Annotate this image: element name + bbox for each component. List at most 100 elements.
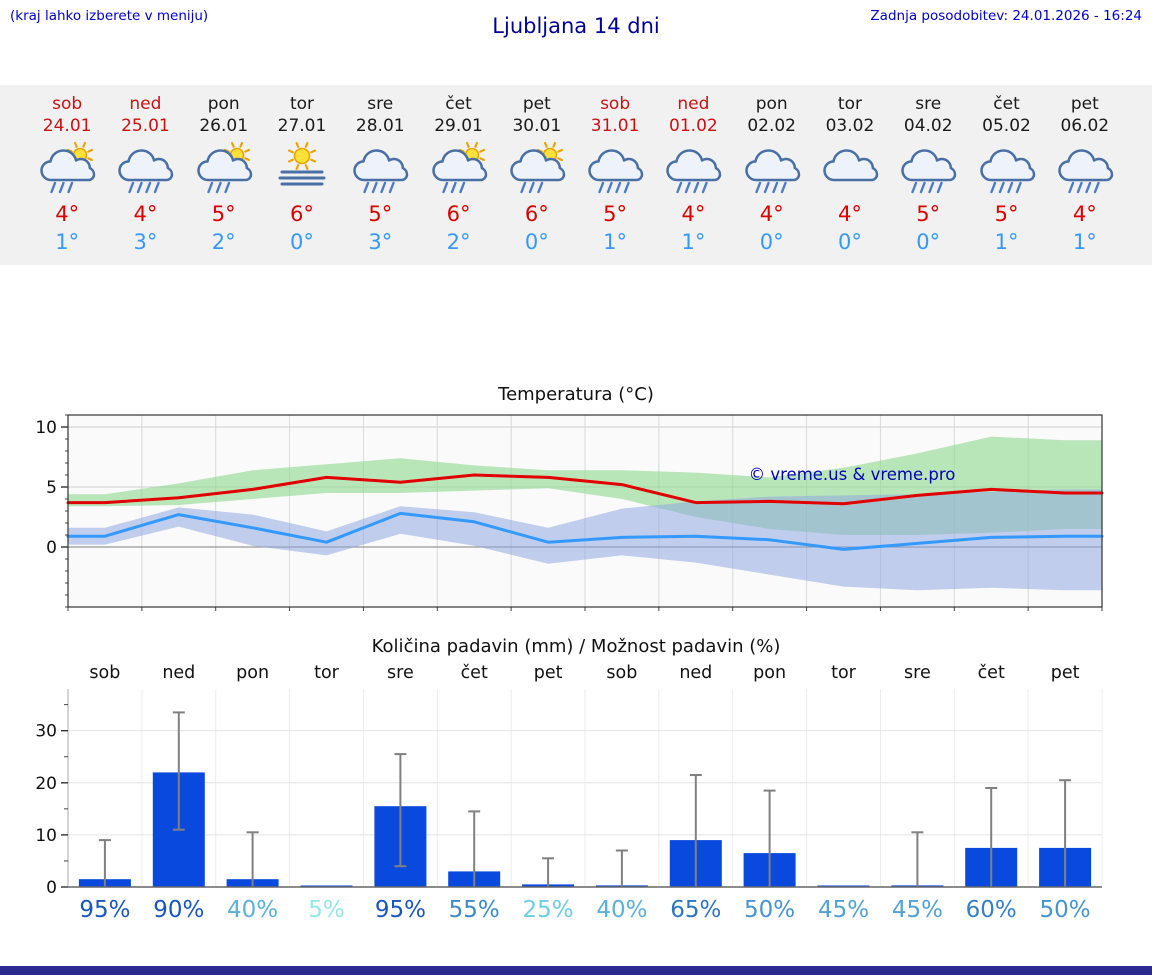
day-column[interactable]: ned 01.02 4° 1° — [654, 93, 732, 265]
precip-probability: 55% — [449, 897, 500, 923]
temp-min: 1° — [55, 230, 80, 254]
day-name: pon — [755, 94, 788, 114]
day-column[interactable]: tor 27.01 6° 0° — [263, 93, 341, 265]
menu-hint[interactable]: (kraj lahko izberete v meniju) — [10, 8, 209, 24]
precipitation-chart: sob ned pon tor sre čet pet sob ned pon tor sre čet p… — [35, 663, 1103, 923]
precip-probability: 90% — [153, 897, 204, 923]
cloud-rain-icon — [733, 138, 811, 198]
precip-day-label: pon — [753, 663, 786, 683]
precip-day-label: ned — [679, 663, 712, 683]
cloud-rain-icon — [106, 138, 184, 198]
day-date: 30.01 — [512, 116, 562, 136]
temp-max: 6° — [290, 202, 314, 226]
day-name: ned — [129, 94, 162, 114]
temp-min: 1° — [603, 230, 628, 254]
temp-max: 4° — [133, 202, 158, 226]
precip-day-label: tor — [314, 663, 340, 683]
temp-min: 2° — [211, 230, 236, 254]
sun-cloud-rain-icon — [185, 138, 263, 198]
day-name: sre — [367, 94, 394, 114]
precip-probability: 25% — [523, 897, 574, 923]
temperature-section: Temperatura (°C) 0 5 10 © vreme.us & vreme.… — [0, 383, 1152, 619]
day-name: ned — [677, 94, 710, 114]
precip-probability: 40% — [596, 897, 647, 923]
cloud-rain-icon — [967, 138, 1045, 198]
temp-max: 6° — [524, 202, 549, 226]
temp-max: 4° — [838, 202, 862, 226]
temp-min: 0° — [524, 230, 549, 254]
day-column[interactable]: tor 03.02 4° 0° — [811, 93, 889, 265]
precipitation-section: Količina padavin (mm) / Možnost padavin … — [0, 635, 1152, 927]
day-column[interactable]: čet 05.02 5° 1° — [967, 93, 1045, 265]
day-column[interactable]: pet 30.01 6° 0° — [498, 93, 576, 265]
day-date: 05.02 — [982, 116, 1031, 136]
precip-ytick-label: 30 — [35, 722, 57, 742]
day-date: 03.02 — [825, 116, 875, 136]
page-title: Ljubljana 14 dni — [492, 14, 660, 38]
day-column[interactable]: sob 31.01 5° 1° — [576, 93, 654, 265]
watermark-link[interactable]: © vreme.us & vreme.pro — [749, 465, 956, 484]
temp-min: 2° — [446, 230, 471, 254]
temp-min: 0° — [759, 230, 784, 254]
day-column[interactable]: pon 26.01 5° 2° — [185, 93, 263, 265]
precip-probability: 95% — [375, 897, 426, 923]
cloud-rain-icon — [341, 138, 419, 198]
precip-day-label: pet — [1051, 663, 1080, 683]
precip-day-label: pet — [534, 663, 563, 683]
precip-probability: 65% — [670, 897, 721, 923]
day-date: 31.01 — [590, 116, 640, 136]
day-column[interactable]: pet 06.02 4° 1° — [1046, 93, 1124, 265]
temp-ytick-label: 10 — [35, 418, 57, 438]
day-date: 02.02 — [747, 116, 796, 136]
temp-max: 4° — [55, 202, 80, 226]
day-date: 01.02 — [669, 116, 718, 136]
cloud-rain-icon — [576, 138, 654, 198]
day-name: sre — [915, 94, 942, 114]
precip-day-label: pon — [236, 663, 269, 683]
precip-probability: 5% — [308, 897, 345, 923]
day-column[interactable]: čet 29.01 6° 2° — [419, 93, 497, 265]
temp-min: 1° — [994, 230, 1019, 254]
temp-min: 0° — [916, 230, 941, 254]
day-name: tor — [289, 94, 315, 114]
day-date: 28.01 — [355, 116, 405, 136]
day-column[interactable]: sre 28.01 5° 3° — [341, 93, 419, 265]
footer-bar — [0, 966, 1152, 975]
precip-day-label: sre — [387, 663, 414, 683]
temp-min: 1° — [1072, 230, 1097, 254]
temp-min: 0° — [290, 230, 314, 254]
day-name: pet — [522, 94, 551, 114]
temp-min: 0° — [838, 230, 862, 254]
temp-min: 3° — [368, 230, 393, 254]
day-column[interactable]: ned 25.01 4° 3° — [106, 93, 184, 265]
cloud-rain-icon — [889, 138, 967, 198]
precip-probability: 60% — [966, 897, 1017, 923]
temp-max: 4° — [1072, 202, 1097, 226]
day-name: čet — [445, 94, 472, 114]
precip-probability: 45% — [818, 897, 869, 923]
day-column[interactable]: sre 04.02 5° 0° — [889, 93, 967, 265]
day-date: 25.01 — [121, 116, 170, 136]
day-column[interactable]: sob 24.01 4° 1° — [28, 93, 106, 265]
temp-max: 5° — [916, 202, 941, 226]
temp-max: 5° — [994, 202, 1019, 226]
precip-day-label: tor — [831, 663, 857, 683]
precip-ytick-label: 10 — [35, 826, 57, 846]
temp-max: 5° — [211, 202, 236, 226]
precip-chart-title: Količina padavin (mm) / Možnost padavin … — [371, 636, 781, 657]
temp-min: 3° — [133, 230, 158, 254]
day-column[interactable]: pon 02.02 4° 0° — [733, 93, 811, 265]
temperature-chart: 0 5 10 © vreme.us & vreme.pro — [35, 414, 1104, 611]
day-name: sob — [52, 94, 83, 114]
precip-probability: 50% — [744, 897, 795, 923]
day-name: čet — [993, 94, 1020, 114]
temp-ytick-label: 5 — [46, 478, 57, 498]
temp-max: 6° — [446, 202, 471, 226]
precip-day-label: čet — [978, 663, 1005, 683]
day-name: pon — [207, 94, 240, 114]
day-date: 04.02 — [903, 116, 953, 136]
precip-ytick-label: 0 — [46, 878, 57, 898]
sun-cloud-rain-icon — [28, 138, 106, 198]
precip-probability: 95% — [79, 897, 130, 923]
sun-cloud-rain-icon — [419, 138, 497, 198]
